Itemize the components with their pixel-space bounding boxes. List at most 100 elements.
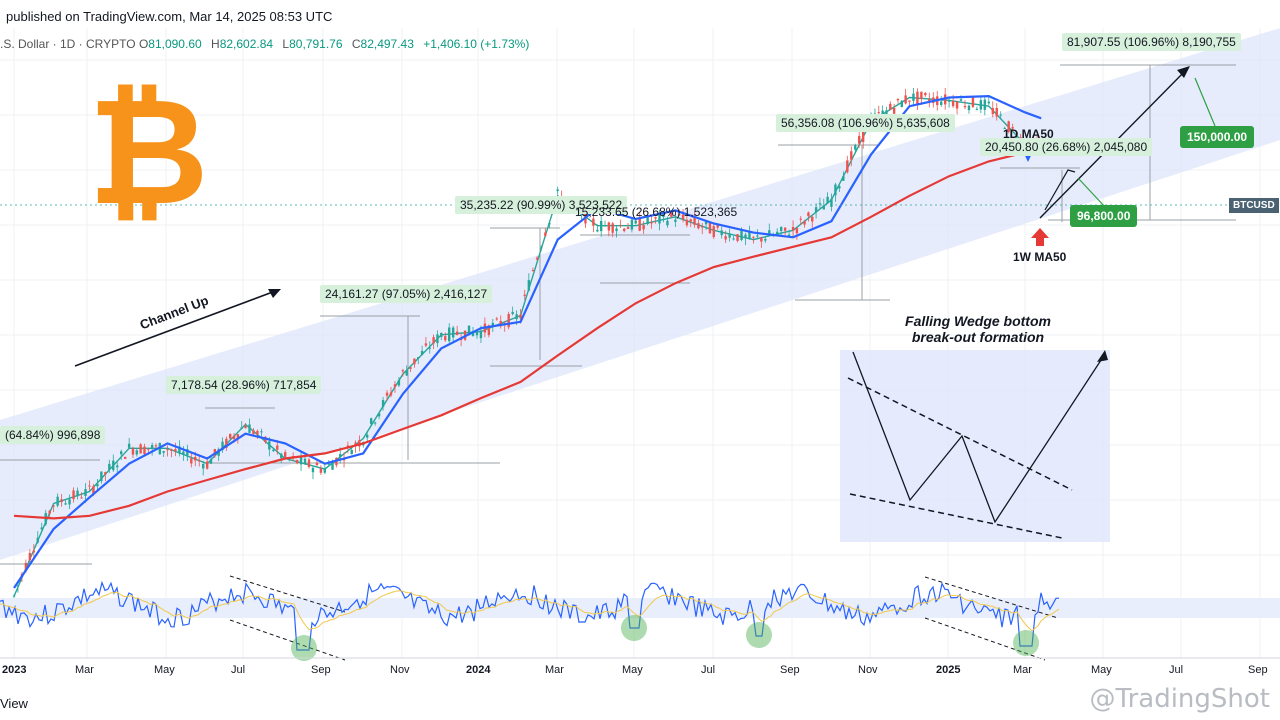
- candle-body: [861, 130, 865, 143]
- candle-body: [842, 176, 845, 181]
- candle-body: [280, 453, 283, 459]
- projection-arrow-head: [1177, 66, 1190, 78]
- candle-body: [626, 227, 630, 229]
- candle-body: [967, 105, 971, 111]
- candle-body: [84, 489, 87, 497]
- candle-body: [428, 347, 431, 349]
- candle-body: [712, 226, 715, 238]
- candle-body: [487, 325, 491, 336]
- candle-body: [52, 505, 55, 507]
- x-axis-tick-label: Sep: [311, 664, 331, 676]
- x-axis-tick-label: Sep: [780, 664, 800, 676]
- candle-body: [127, 443, 131, 448]
- candle-body: [240, 427, 243, 429]
- candle-body: [904, 95, 907, 104]
- candle-body: [877, 112, 880, 114]
- candle-body: [670, 212, 673, 217]
- candle-body: [531, 270, 535, 272]
- candle-body: [221, 441, 224, 451]
- candle-body: [799, 218, 802, 220]
- candle-body: [822, 205, 825, 210]
- candle-body: [139, 444, 142, 454]
- candle-body: [654, 217, 657, 219]
- candle-body: [740, 230, 743, 240]
- candle-body: [728, 233, 731, 238]
- candle-body: [451, 327, 455, 338]
- measure-label-7: 20,450.80 (26.68%) 2,045,080: [980, 138, 1153, 156]
- chart-grid: [0, 28, 1280, 658]
- candle-body: [112, 460, 115, 471]
- candle-body: [924, 93, 927, 96]
- wedge-upper-line: [847, 377, 1073, 491]
- wedge-path: [852, 351, 1106, 524]
- x-axis-tick-label: Mar: [75, 664, 94, 676]
- change-value: +1,406.10 (+1.73%): [423, 37, 530, 51]
- candle-body: [834, 184, 837, 196]
- candle-body: [716, 224, 719, 228]
- ma50-1d-label: 1D MA50: [1003, 127, 1054, 141]
- candle-body: [991, 108, 994, 115]
- view-link[interactable]: View: [0, 696, 28, 711]
- x-axis-tick-label: May: [154, 664, 175, 676]
- candle-body: [299, 456, 303, 465]
- candle-body: [40, 527, 43, 530]
- candle-body: [397, 379, 401, 386]
- candle-body: [603, 225, 607, 227]
- candle-body: [592, 218, 595, 226]
- candle-body: [455, 331, 459, 335]
- candle-body: [951, 100, 955, 107]
- candle-body: [162, 451, 165, 453]
- measure-label-4: 35,235.22 (90.99%) 3,523,522: [455, 196, 628, 214]
- x-axis-tick-label: May: [1091, 664, 1112, 676]
- candle-body: [732, 238, 735, 240]
- candle-body: [623, 228, 626, 232]
- candle-body: [444, 336, 447, 341]
- tradingshot-watermark: @TradingShot: [1089, 684, 1270, 714]
- candle-body: [339, 454, 342, 458]
- candle-body: [666, 220, 669, 226]
- open-value: 81,090.60: [148, 37, 202, 51]
- measure-label-3: 24,161.27 (97.05%) 2,416,127: [320, 285, 493, 303]
- candle-body: [36, 537, 39, 543]
- candle-body: [225, 438, 228, 448]
- x-axis-tick-label: May: [622, 664, 643, 676]
- candle-body: [116, 465, 119, 468]
- ma50-1w-label: 1W MA50: [1013, 250, 1067, 264]
- candle-body: [756, 235, 759, 237]
- x-axis-tick-label: Jul: [231, 664, 246, 676]
- candle-body: [432, 337, 435, 344]
- candle-body: [607, 222, 611, 231]
- candle-body: [170, 449, 173, 451]
- btcusd-price-tag: BTCUSD: [1229, 198, 1279, 213]
- candle-body: [507, 313, 510, 328]
- candle-body: [319, 468, 323, 473]
- candle-body: [96, 483, 99, 487]
- candle-body: [205, 461, 209, 469]
- high-label: H: [211, 37, 220, 51]
- candle-body: [650, 221, 653, 224]
- wedge-title-line-1: Falling Wedge bottom: [905, 313, 1051, 329]
- candle-body: [389, 392, 393, 396]
- candle-body: [611, 223, 614, 233]
- candle-body: [467, 325, 471, 336]
- candle-body: [80, 497, 83, 499]
- candle-body: [995, 108, 998, 117]
- candle-body: [327, 463, 330, 465]
- x-axis-tick-label: Mar: [545, 664, 564, 676]
- candle-body: [544, 232, 547, 236]
- candle-body: [373, 422, 377, 424]
- candle-body: [479, 330, 483, 339]
- candle-body: [724, 236, 727, 240]
- close-value: 82,497.43: [360, 37, 414, 51]
- candle-body: [768, 230, 771, 236]
- channel-up-arrow: [74, 289, 279, 367]
- candle-body: [916, 91, 919, 104]
- candle-body: [236, 434, 240, 439]
- candle-body: [704, 221, 708, 225]
- candle-body: [850, 151, 853, 160]
- candle-body: [68, 499, 71, 505]
- candle-body: [377, 413, 381, 417]
- candle-body: [744, 234, 747, 239]
- candle-body: [88, 485, 91, 487]
